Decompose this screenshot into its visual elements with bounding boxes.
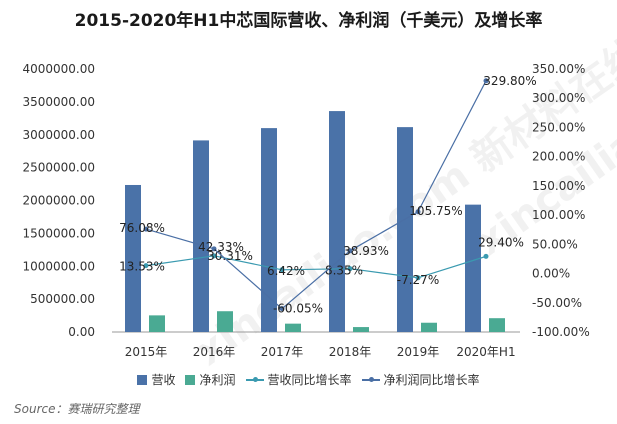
revenue-bar <box>261 128 277 332</box>
revenue-growth-point <box>279 267 285 273</box>
revenue-bar <box>193 140 209 332</box>
y-left-tick-label: 3000000.00 <box>22 128 95 142</box>
profit-bar <box>353 327 369 332</box>
revenue-growth-data-label: -7.27% <box>397 273 439 287</box>
y-left-tick-label: 3500000.00 <box>22 95 95 109</box>
profit-bar <box>217 311 233 332</box>
chart-title: 2015-2020年H1中芯国际营收、净利润（千美元）及增长率 <box>74 11 543 31</box>
y-right-tick-label: 100.00% <box>532 208 585 222</box>
revenue-bar <box>125 184 141 332</box>
profit-growth-point <box>415 209 421 215</box>
legend-swatch-profit <box>185 374 196 385</box>
y-right-tick-label: 200.00% <box>532 150 585 164</box>
legend-label-profit: 净利润 <box>199 373 236 387</box>
y-left-tick-label: 4000000.00 <box>22 62 95 76</box>
revenue-growth-data-label: 29.40% <box>478 235 524 249</box>
profit-bar <box>285 323 301 332</box>
chart-legend: 营收 净利润 营收同比增长率 净利润同比增长率 <box>0 371 617 388</box>
legend-swatch-revenue <box>137 374 148 385</box>
legend-label-revenue-growth: 营收同比增长率 <box>267 373 352 387</box>
legend-item-profit: 净利润 <box>185 371 236 388</box>
y-left-tick-label: 1500000.00 <box>22 226 95 240</box>
x-tick-label: 2015年 <box>125 345 168 359</box>
revenue-bar <box>397 127 413 332</box>
y-right-tick-label: 350.00% <box>532 62 585 76</box>
legend-item-revenue: 营收 <box>137 371 175 388</box>
profit-growth-data-label: 38.93% <box>343 244 389 258</box>
revenue-bar <box>329 111 345 332</box>
profit-growth-point <box>279 306 285 312</box>
x-tick-label: 2017年 <box>261 345 304 359</box>
profit-bar <box>421 322 437 332</box>
profit-growth-data-label: 105.75% <box>409 204 462 218</box>
x-tick-label: 2016年 <box>193 345 236 359</box>
profit-growth-point <box>211 246 217 252</box>
y-left-tick-label: 2000000.00 <box>22 194 95 208</box>
revenue-growth-data-label: 8.35% <box>325 264 363 278</box>
y-left-tick-label: 1000000.00 <box>22 259 95 273</box>
revenue-growth-data-label: 6.42% <box>267 264 305 278</box>
profit-growth-point <box>143 226 149 232</box>
legend-label-revenue: 营收 <box>151 373 176 387</box>
revenue-growth-line <box>145 255 487 279</box>
y-right-tick-label: 0.00% <box>532 267 570 281</box>
legend-label-profit-growth: 净利润同比增长率 <box>383 373 480 387</box>
revenue-bar <box>465 204 481 332</box>
revenue-growth-point <box>347 266 353 272</box>
profit-growth-line <box>145 80 487 310</box>
x-tick-label: 2019年 <box>397 345 440 359</box>
x-tick-label: 2018年 <box>329 345 372 359</box>
y-right-tick-label: 250.00% <box>532 120 585 134</box>
revenue-growth-point <box>415 275 421 281</box>
profit-growth-data-label: 329.80% <box>483 74 536 88</box>
legend-item-revenue-growth: 营收同比增长率 <box>245 371 352 388</box>
profit-bar <box>489 318 505 332</box>
y-right-tick-label: -50.00% <box>532 296 582 310</box>
y-left-tick-label: 0.00 <box>68 325 95 339</box>
profit-growth-data-label: 42.33% <box>198 240 244 254</box>
y-right-tick-label: 50.00% <box>532 237 578 251</box>
y-right-tick-label: -100.00% <box>532 325 590 339</box>
legend-swatch-revenue-growth <box>245 376 264 382</box>
profit-growth-point <box>483 78 489 84</box>
profit-growth-point <box>347 248 353 254</box>
revenue-growth-point <box>143 263 149 269</box>
revenue-growth-point <box>483 253 489 259</box>
x-tick-label: 2020年H1 <box>456 345 515 359</box>
y-left-tick-label: 500000.00 <box>30 292 95 306</box>
y-left-tick-label: 2500000.00 <box>22 161 95 175</box>
profit-growth-data-label: 76.08% <box>119 221 165 235</box>
profit-growth-data-label: -60.05% <box>273 302 323 316</box>
legend-swatch-profit-growth <box>361 376 380 382</box>
profit-bar <box>149 315 165 332</box>
y-right-tick-label: 150.00% <box>532 179 585 193</box>
y-right-tick-label: 300.00% <box>532 91 585 105</box>
revenue-growth-data-label: 13.53% <box>119 260 165 274</box>
source-note: Source：赛瑞研究整理 <box>14 402 140 416</box>
legend-item-profit-growth: 净利润同比增长率 <box>361 371 480 388</box>
revenue-growth-point <box>211 253 217 259</box>
